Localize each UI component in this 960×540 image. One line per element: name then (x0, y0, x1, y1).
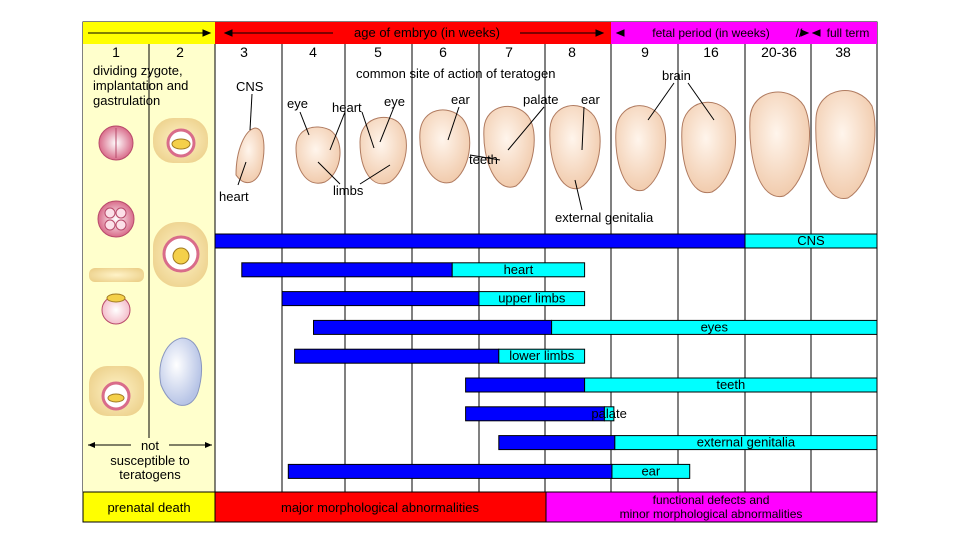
week-label: 7 (505, 44, 513, 60)
bar-low-ear (611, 463, 691, 479)
bar-label-lower-limbs: lower limbs (509, 348, 575, 363)
embryo-week-5 (359, 116, 407, 185)
header-full-term-label: full term (827, 26, 870, 40)
bar-high-ear (287, 463, 613, 479)
bar-high-upper-limbs (281, 291, 480, 307)
week-label: 6 (439, 44, 447, 60)
bar-low-external-genitalia (614, 435, 878, 451)
week-label: 2 (176, 44, 184, 60)
header-embryo (215, 22, 611, 44)
organ-label-limbs: limbs (333, 183, 364, 198)
organ-labels: CNS heart eye heart eye ear palate ear t… (219, 68, 691, 225)
organ-label-teeth: teeth (469, 152, 498, 167)
not-susceptible-line: susceptible to (110, 453, 190, 468)
bar-label-external-genitalia: external genitalia (697, 435, 796, 450)
embryo-week-9 (615, 105, 667, 192)
footer-prenatal-label: prenatal death (107, 500, 190, 515)
week-labels: 1 2 3 4 5 6 7 8 9 16 20-36 38 (112, 44, 851, 60)
organ-label-brain: brain (662, 68, 691, 83)
embryo-week-3 (235, 127, 265, 184)
week-label: 38 (835, 44, 851, 60)
embryo-week-38 (815, 90, 876, 199)
bar-high-teeth (465, 377, 586, 393)
bar-low-CNS (744, 233, 878, 249)
organ-label-heart: heart (332, 100, 362, 115)
week-grid (148, 44, 812, 492)
bar-high-eyes (313, 319, 553, 335)
subheading: common site of action of teratogen (356, 66, 555, 81)
bar-label-palate: palate (591, 406, 626, 421)
bar-high-CNS (214, 233, 746, 249)
organ-label-cns: CNS (236, 79, 264, 94)
bar-label-CNS: CNS (797, 233, 825, 248)
not-susceptible-line: teratogens (119, 467, 181, 482)
embryo-week-8 (549, 105, 601, 190)
embryo-illustrations (235, 90, 876, 199)
week-label: 20-36 (761, 44, 797, 60)
early-description: dividing zygote, implantation and gastru… (93, 63, 192, 108)
bar-label-ear: ear (641, 463, 660, 478)
header-break-mark: // (796, 26, 803, 40)
footer-prenatal (82, 491, 216, 523)
organ-label-eye: eye (287, 96, 308, 111)
week-label: 8 (568, 44, 576, 60)
footer-functional-label: minor morphological abnormalities (620, 507, 803, 521)
bar-label-heart: heart (504, 262, 534, 277)
early-description-text: dividing zygote, implantation and gastru… (93, 63, 192, 108)
bar-high-external-genitalia (498, 435, 616, 451)
footer-major-label: major morphological abnormalities (281, 500, 479, 515)
organ-label-heart: heart (219, 189, 249, 204)
footer-functional-label: functional defects and (653, 493, 770, 507)
header-arrows (88, 29, 821, 37)
week-label: 1 (112, 44, 120, 60)
organ-label-ear: ear (451, 92, 470, 107)
week-label: 3 (240, 44, 248, 60)
organ-label-eye: eye (384, 94, 405, 109)
embryo-week-7 (483, 106, 535, 188)
organ-pointers (237, 82, 715, 211)
header-fetal-label: fetal period (in weeks) (652, 26, 769, 40)
organ-label-external-genitalia: external genitalia (555, 210, 654, 225)
not-susceptible-line: not (141, 438, 159, 453)
organ-label-palate: palate (523, 92, 558, 107)
week-label: 4 (309, 44, 317, 60)
footer-functional (545, 491, 878, 523)
bar-high-palate (465, 406, 605, 422)
bar-label-eyes: eyes (701, 319, 729, 334)
bar-low-teeth (584, 377, 878, 393)
bar-low-lower-limbs (498, 348, 586, 364)
header-fetal (611, 22, 877, 44)
week-label: 5 (374, 44, 382, 60)
sensitivity-bars: CNS heart upper limbs eyes lower limbs teeth p… (214, 233, 878, 479)
bar-low-palate (603, 406, 615, 422)
embryo-week-4 (295, 126, 341, 184)
week-label: 16 (703, 44, 719, 60)
header-embryo-label: age of embryo (in weeks) (354, 25, 500, 40)
week-label: 9 (641, 44, 649, 60)
bar-low-heart (451, 262, 586, 278)
bar-high-heart (241, 262, 453, 278)
bar-label-teeth: teeth (716, 377, 745, 392)
early-stage-drawings (89, 118, 208, 416)
bar-label-upper-limbs: upper limbs (498, 291, 566, 306)
bar-low-eyes (551, 319, 878, 335)
organ-label-ear: ear (581, 92, 600, 107)
embryo-week-20-36 (749, 91, 810, 197)
bar-low-upper-limbs (478, 291, 586, 307)
bar-high-lower-limbs (294, 348, 500, 364)
embryo-week-6 (419, 109, 471, 184)
not-susceptible-marker: not susceptible to teratogens (88, 438, 212, 482)
